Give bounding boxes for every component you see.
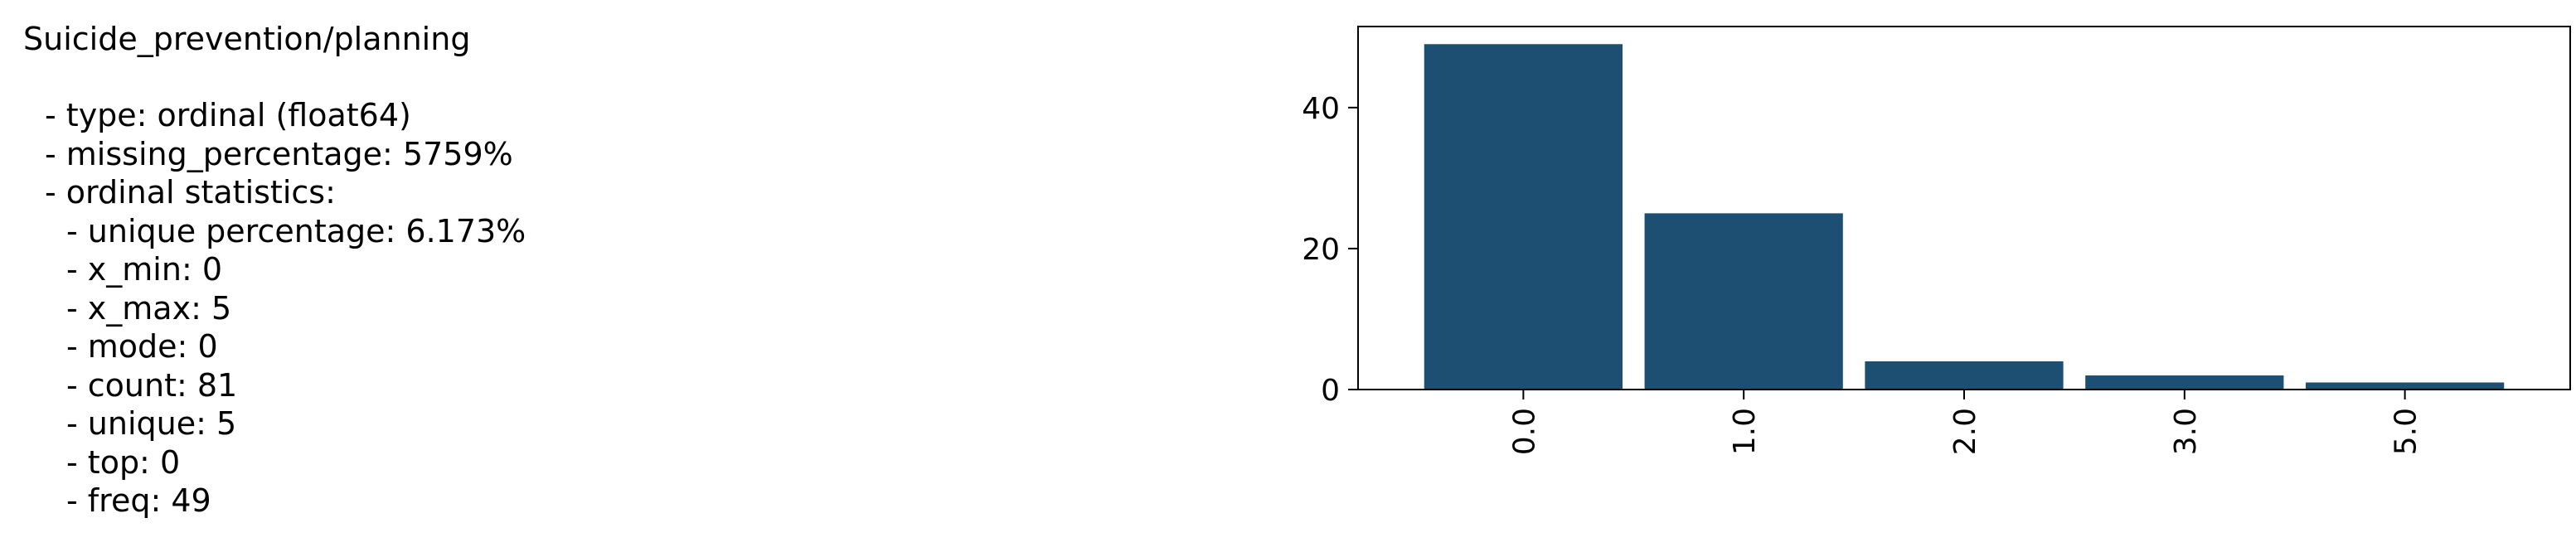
stat-line: - ordinal statistics: <box>45 174 336 211</box>
y-tick-label: 20 <box>1302 233 1340 267</box>
stat-line: - freq: 49 <box>66 482 211 519</box>
stat-line: - type: ordinal (float64) <box>45 97 411 133</box>
x-tick-label: 0.0 <box>1507 408 1541 455</box>
bars-group <box>1424 44 2505 390</box>
y-tick-label: 0 <box>1321 374 1340 408</box>
stat-line: - x_max: 5 <box>66 289 232 327</box>
stat-line: - top: 0 <box>66 443 181 481</box>
x-ticks-group: 0.0 1.0 2.0 3.0 5.0 <box>1507 390 2423 455</box>
stat-line: - unique: 5 <box>66 405 237 442</box>
stat-line: - mode: 0 <box>66 328 218 365</box>
x-tick-label: 5.0 <box>2389 408 2423 455</box>
bar-0.0 <box>1424 44 1623 390</box>
bar-1.0 <box>1644 213 1843 390</box>
stat-line: - missing_percentage: 5759% <box>45 135 513 172</box>
x-tick-label: 3.0 <box>2169 408 2203 455</box>
bar-5.0 <box>2306 382 2505 390</box>
y-tick-label: 40 <box>1302 92 1340 126</box>
stat-line: - unique percentage: 6.173% <box>66 212 526 249</box>
bar-2.0 <box>1865 361 2064 390</box>
x-tick-label: 2.0 <box>1948 408 1982 455</box>
stats-title: Suicide_prevention/planning <box>23 21 471 57</box>
x-tick-label: 1.0 <box>1728 408 1762 455</box>
y-ticks-group: 0 20 40 <box>1302 92 1358 408</box>
bar-3.0 <box>2085 375 2284 390</box>
stat-line: - x_min: 0 <box>66 251 222 288</box>
stat-line: - count: 81 <box>66 366 238 404</box>
